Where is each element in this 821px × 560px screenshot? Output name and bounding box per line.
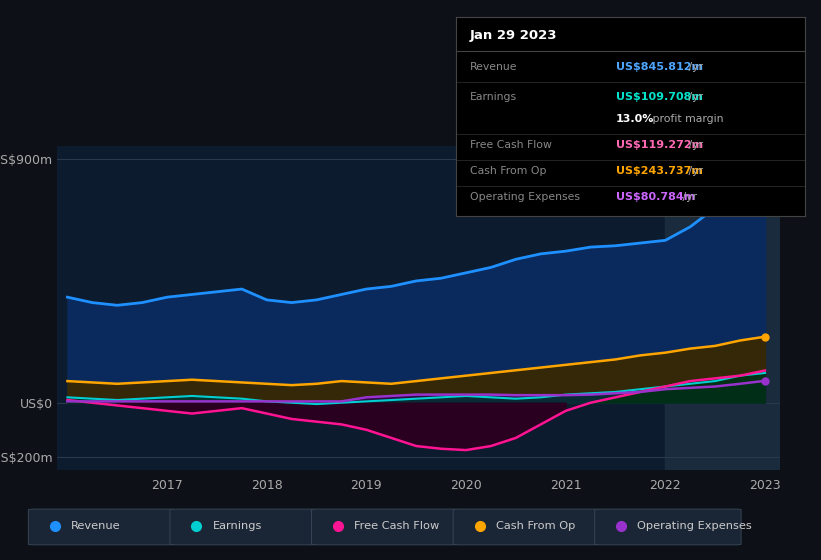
Text: Cash From Op: Cash From Op bbox=[470, 166, 546, 176]
FancyBboxPatch shape bbox=[453, 509, 599, 545]
Text: US$109.708m: US$109.708m bbox=[616, 92, 703, 102]
Text: Free Cash Flow: Free Cash Flow bbox=[354, 521, 439, 531]
FancyBboxPatch shape bbox=[28, 509, 175, 545]
Text: /yr: /yr bbox=[685, 166, 703, 176]
Text: /yr: /yr bbox=[685, 140, 703, 150]
Text: Revenue: Revenue bbox=[71, 521, 121, 531]
Bar bbox=[665, 146, 780, 470]
Text: Free Cash Flow: Free Cash Flow bbox=[470, 140, 552, 150]
Text: US$845.812m: US$845.812m bbox=[616, 63, 703, 72]
Text: Earnings: Earnings bbox=[470, 92, 516, 102]
Text: US$80.784m: US$80.784m bbox=[616, 192, 695, 202]
Text: Earnings: Earnings bbox=[213, 521, 262, 531]
Text: /yr: /yr bbox=[679, 192, 697, 202]
Text: /yr: /yr bbox=[685, 92, 703, 102]
FancyBboxPatch shape bbox=[170, 509, 316, 545]
Text: Operating Expenses: Operating Expenses bbox=[470, 192, 580, 202]
FancyBboxPatch shape bbox=[594, 509, 741, 545]
Text: 13.0%: 13.0% bbox=[616, 114, 654, 124]
Text: US$119.272m: US$119.272m bbox=[616, 140, 704, 150]
Text: US$243.737m: US$243.737m bbox=[616, 166, 703, 176]
Text: Operating Expenses: Operating Expenses bbox=[637, 521, 752, 531]
FancyBboxPatch shape bbox=[311, 509, 458, 545]
Text: Revenue: Revenue bbox=[470, 63, 517, 72]
Text: profit margin: profit margin bbox=[649, 114, 724, 124]
Text: Jan 29 2023: Jan 29 2023 bbox=[470, 29, 557, 42]
Text: /yr: /yr bbox=[685, 63, 703, 72]
Text: Cash From Op: Cash From Op bbox=[496, 521, 576, 531]
